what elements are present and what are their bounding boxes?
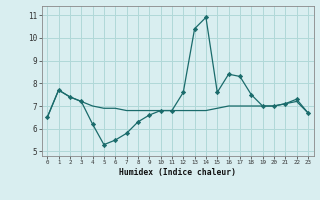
X-axis label: Humidex (Indice chaleur): Humidex (Indice chaleur)	[119, 168, 236, 177]
